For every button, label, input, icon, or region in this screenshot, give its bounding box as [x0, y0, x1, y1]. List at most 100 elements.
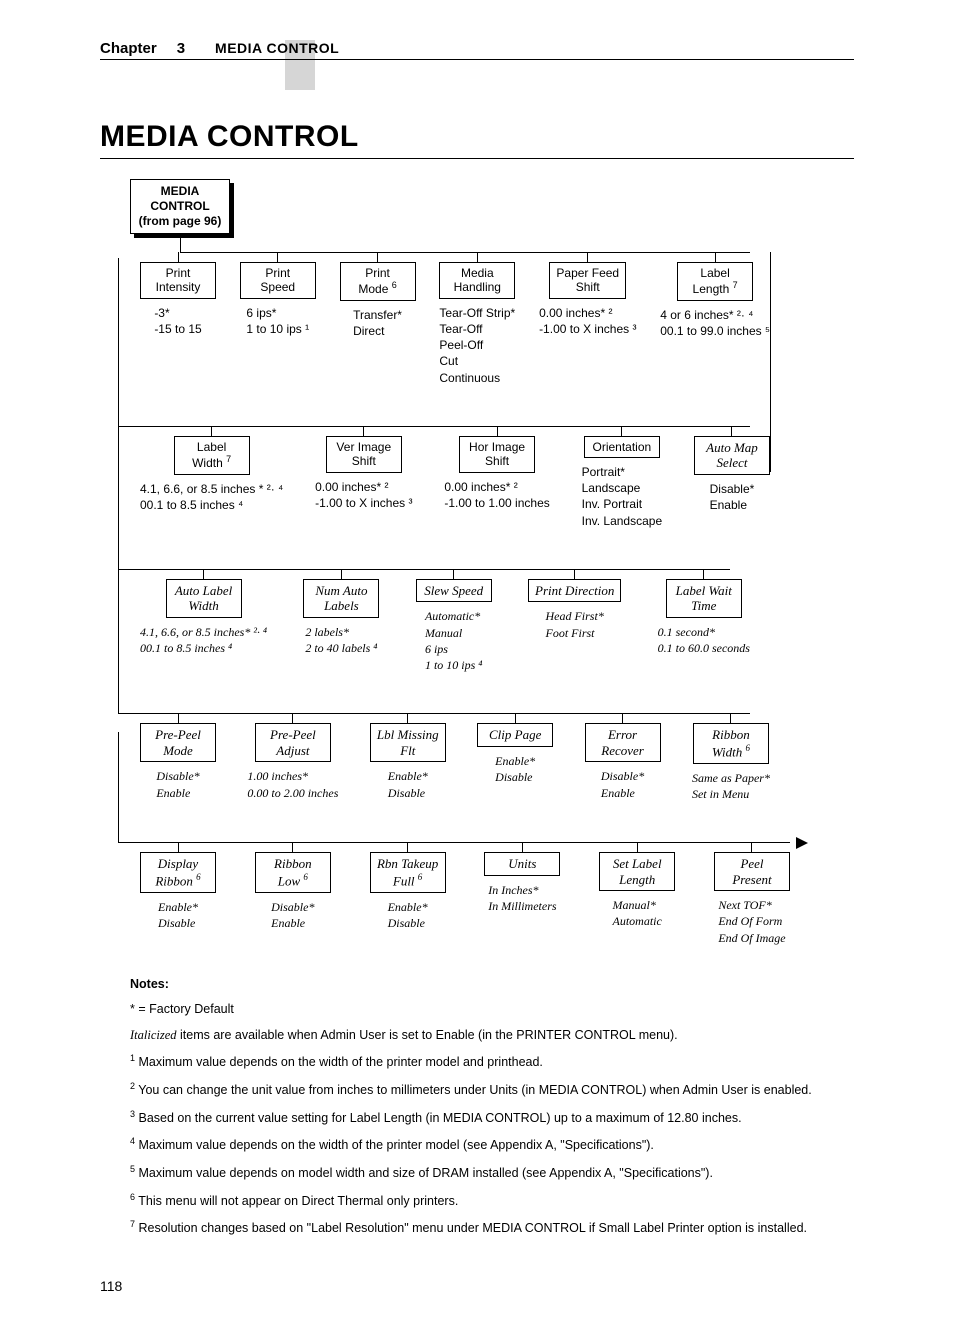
notes-section: Notes: * = Factory Default Italicized it… — [130, 976, 854, 1238]
tree-node: Num AutoLabels — [303, 579, 379, 618]
tree-branch: Lbl MissingFlt Enable*Disable — [370, 713, 446, 802]
tree-node: Clip Page — [477, 723, 553, 747]
tree-node-values: Head First*Foot First — [545, 608, 603, 640]
tree-node: Rbn TakeupFull 6 — [370, 852, 446, 893]
menu-tree-diagram: MEDIA CONTROL (from page 96) PrintIntens… — [130, 179, 854, 946]
page-number: 118 — [100, 1278, 854, 1294]
tree-node-values: 1.00 inches*0.00 to 2.00 inches — [247, 768, 338, 800]
tree-node: LabelLength 7 — [677, 262, 753, 301]
tree-node-values: 0.00 inches* ²-1.00 to 1.00 inches — [444, 479, 549, 511]
tree-node: Label WaitTime — [666, 579, 742, 618]
tree-branch: Pre-PeelAdjust 1.00 inches*0.00 to 2.00 i… — [247, 713, 338, 802]
tree-branch: ErrorRecover Disable*Enable — [585, 713, 661, 802]
tree-node-values: 6 ips*1 to 10 ips ¹ — [246, 305, 309, 337]
tree-node-values: 0.00 inches* ²-1.00 to X inches ³ — [539, 305, 636, 337]
tree-node-values: -3*-15 to 15 — [154, 305, 201, 337]
tree-node: RibbonWidth 6 — [693, 723, 769, 764]
tree-branch: Slew SpeedAutomatic*Manual6 ips1 to 10 i… — [416, 569, 492, 673]
tree-node: LabelWidth 7 — [174, 436, 250, 475]
tree-node: PrintMode 6 — [340, 262, 416, 301]
note-2: 2 You can change the unit value from inc… — [130, 1080, 854, 1100]
tree-node: PrintSpeed — [240, 262, 316, 299]
tree-node-values: Disable*Enable — [601, 768, 644, 800]
root-line1: MEDIA — [133, 184, 227, 199]
tree-branch: Print Direction Head First*Foot First — [528, 569, 621, 673]
tree-node-values: Enable*Disable — [388, 899, 428, 931]
root-line3: (from page 96) — [133, 214, 227, 229]
tree-branch: Orientation Portrait*LandscapeInv. Portra… — [582, 426, 663, 529]
tree-node-values: Automatic*Manual6 ips1 to 10 ips ⁴ — [425, 608, 483, 673]
tree-node: Ver ImageShift — [326, 436, 402, 473]
tree-branch: Ver ImageShift 0.00 inches* ²-1.00 to X i… — [315, 426, 412, 529]
chapter-number: 3 — [177, 40, 185, 57]
chapter-label: Chapter — [100, 40, 157, 57]
tree-branch: Pre-PeelMode Disable*Enable — [140, 713, 216, 802]
tree-node-values: In Inches*In Millimeters — [488, 882, 556, 914]
tree-branch: Num AutoLabels 2 labels*2 to 40 labels ⁴ — [303, 569, 379, 673]
tree-node: Pre-PeelAdjust — [255, 723, 331, 762]
tree-node: Hor ImageShift — [459, 436, 535, 473]
tree-branch: LabelLength 7 4 or 6 inches* ²· ⁴00.1 to … — [660, 252, 770, 386]
tree-node-values: Same as Paper*Set in Menu — [692, 770, 770, 802]
tree-row-3: Auto LabelWidth 4.1, 6.6, or 8.5 inches* … — [130, 569, 750, 673]
tree-node-values: Disable*Enable — [156, 768, 199, 800]
tree-node-values: Enable*Disable — [495, 753, 535, 785]
tree-node-values: 2 labels*2 to 40 labels ⁴ — [305, 624, 377, 656]
tree-node-values: 4.1, 6.6, or 8.5 inches * ²· ⁴00.1 to 8.… — [140, 481, 283, 513]
tree-node-values: Disable*Enable — [271, 899, 314, 931]
tree-branch: RibbonWidth 6 Same as Paper*Set in Menu — [692, 713, 770, 802]
note-italic-word: Italicized — [130, 1028, 177, 1042]
tree-branch: Set LabelLengthManual*Automatic — [599, 842, 675, 946]
tree-node-values: 4.1, 6.6, or 8.5 inches* ²· ⁴00.1 to 8.5… — [140, 624, 267, 656]
note-6: 6 This menu will not appear on Direct Th… — [130, 1191, 854, 1211]
tree-node-values: Disable*Enable — [710, 481, 755, 513]
note-italic-rest: items are available when Admin User is s… — [177, 1028, 678, 1042]
section-title: MEDIA CONTROL — [100, 120, 854, 154]
tree-node: Auto MapSelect — [694, 436, 770, 475]
tree-branch: PrintIntensity -3*-15 to 15 — [140, 252, 216, 386]
tree-node-values: 0.00 inches* ²-1.00 to X inches ³ — [315, 479, 412, 511]
tree-branch: RibbonLow 6 Disable*Enable — [255, 842, 331, 946]
tree-branch: Auto LabelWidth 4.1, 6.6, or 8.5 inches* … — [140, 569, 267, 673]
tree-row-1: PrintIntensity -3*-15 to 15 PrintSpeed 6 ip… — [130, 252, 770, 386]
tree-branch: DisplayRibbon 6 Enable*Disable — [140, 842, 216, 946]
tree-row-5: DisplayRibbon 6 Enable*Disable RibbonLow 6… — [130, 842, 790, 946]
tree-node-values: Tear-Off Strip*Tear-OffPeel-OffCutContin… — [439, 305, 515, 386]
tree-branch: Auto MapSelect Disable*Enable — [694, 426, 770, 529]
tree-node: Units — [484, 852, 560, 876]
tree-node: ErrorRecover — [585, 723, 661, 762]
tree-node: MediaHandling — [439, 262, 515, 299]
tree-node-values: 0.1 second*0.1 to 60.0 seconds — [658, 624, 750, 656]
tree-node-values: Portrait*LandscapeInv. PortraitInv. Land… — [582, 464, 663, 529]
tree-node: Print Direction — [528, 579, 621, 603]
tree-node-values: Enable*Disable — [388, 768, 428, 800]
tree-branch: Hor ImageShift 0.00 inches* ²-1.00 to 1.0… — [444, 426, 549, 529]
tree-node: RibbonLow 6 — [255, 852, 331, 893]
tree-node: PrintIntensity — [140, 262, 216, 299]
note-italic: Italicized items are available when Admi… — [130, 1027, 854, 1045]
tree-node: Pre-PeelMode — [140, 723, 216, 762]
note-1: 1 Maximum value depends on the width of … — [130, 1052, 854, 1072]
tree-row-4: Pre-PeelMode Disable*Enable Pre-PeelAdjust… — [130, 713, 770, 802]
tree-node-values: 4 or 6 inches* ²· ⁴00.1 to 99.0 inches ⁵ — [660, 307, 770, 339]
notes-heading: Notes: — [130, 976, 854, 994]
tree-branch: Units In Inches*In Millimeters — [484, 842, 560, 946]
row1-right-connector — [770, 252, 771, 472]
chapter-title: MEDIA CONTROL — [215, 40, 339, 56]
tree-branch: PeelPresentNext TOF*End Of FormEnd Of Im… — [714, 842, 790, 946]
continue-arrow-icon — [796, 837, 808, 849]
tree-node: Auto LabelWidth — [166, 579, 242, 618]
tree-node: Lbl MissingFlt — [370, 723, 446, 762]
tree-node-values: Enable*Disable — [158, 899, 198, 931]
tree-row-2: LabelWidth 7 4.1, 6.6, or 8.5 inches * ²·… — [130, 426, 770, 529]
root-stem — [180, 234, 181, 252]
tree-branch: PrintMode 6Transfer*Direct — [340, 252, 416, 386]
tree-branch: Paper FeedShift 0.00 inches* ²-1.00 to X … — [539, 252, 636, 386]
tree-node: Set LabelLength — [599, 852, 675, 891]
tree-node: Paper FeedShift — [549, 262, 626, 299]
title-rule — [100, 158, 854, 159]
tree-node: Orientation — [584, 436, 660, 458]
tree-branch: PrintSpeed 6 ips*1 to 10 ips ¹ — [240, 252, 316, 386]
tree-node: DisplayRibbon 6 — [140, 852, 216, 893]
root-line2: CONTROL — [133, 199, 227, 214]
